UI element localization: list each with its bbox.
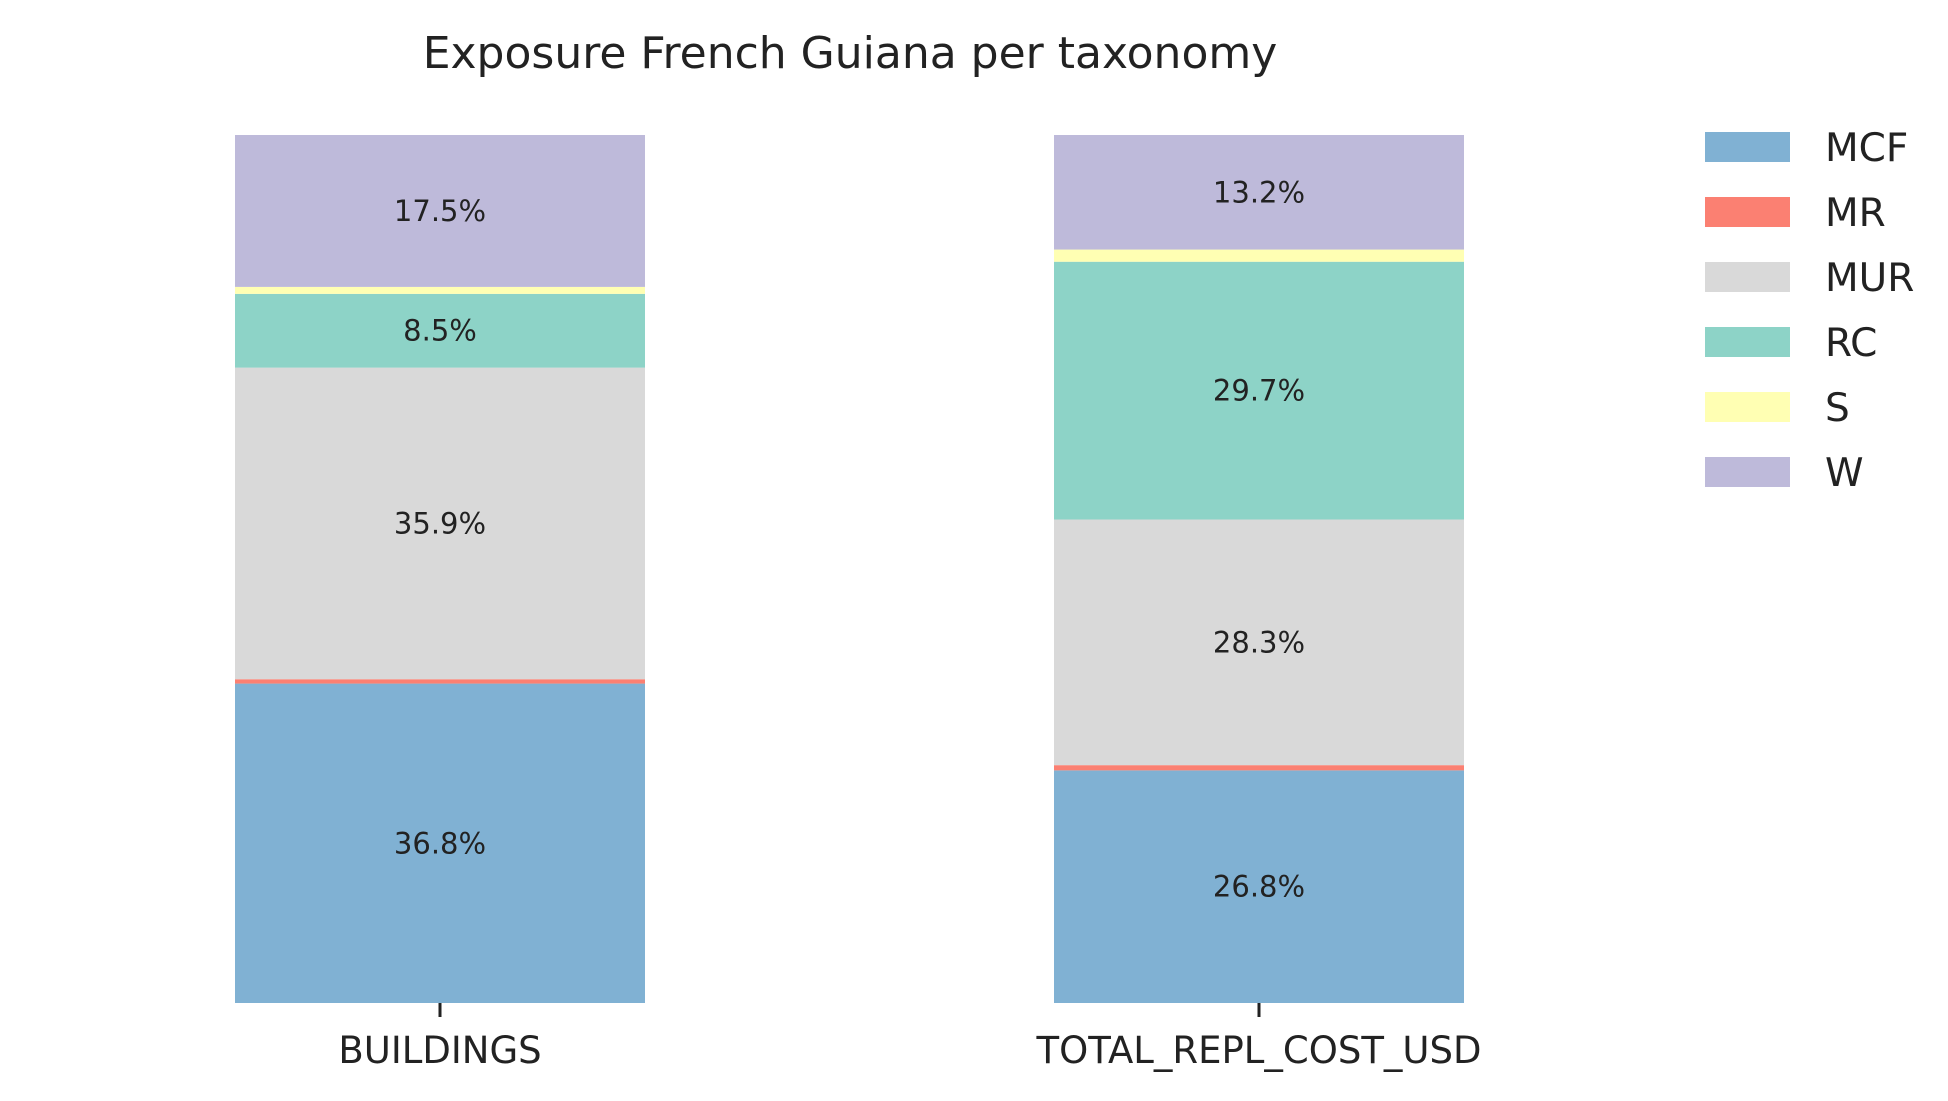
data-label-mcf-total_repl_cost_usd: 26.8%: [1213, 870, 1305, 904]
bar-segment-s-buildings: [235, 286, 645, 294]
bar-segment-mr-buildings: [235, 679, 645, 684]
bars-group: 36.8% 35.9% 8.5% 17.5% 26.8% 28.3% 29.7% 13.2%: [235, 135, 1464, 1003]
bar-segment-mcf-buildings: [235, 683, 645, 1003]
bar-segment-w-total_repl_cost_usd: [1054, 135, 1464, 250]
x-tick-label-buildings: BUILDINGS: [338, 1029, 541, 1072]
legend-label-mr: MR: [1825, 191, 1886, 236]
legend-swatch-s: [1705, 392, 1790, 422]
bar-segment-mur-buildings: [235, 367, 645, 680]
legend-swatch-mcf: [1705, 132, 1790, 162]
bar-segment-s-total_repl_cost_usd: [1054, 249, 1464, 262]
legend-label-w: W: [1825, 451, 1864, 496]
legend-label-rc: RC: [1825, 321, 1877, 366]
data-label-rc-total_repl_cost_usd: 29.7%: [1213, 374, 1305, 408]
bar-segment-mur-total_repl_cost_usd: [1054, 519, 1464, 766]
data-label-mur-total_repl_cost_usd: 28.3%: [1213, 625, 1305, 659]
bar-segment-w-buildings: [235, 135, 645, 287]
bar-segment-rc-buildings: [235, 293, 645, 368]
legend: MCF MR MUR RC SW: [1705, 126, 1914, 496]
data-label-mur-buildings: 35.9%: [394, 506, 486, 540]
bar-segment-mr-total_repl_cost_usd: [1054, 765, 1464, 771]
legend-label-s: S: [1825, 386, 1850, 431]
data-label-w-buildings: 17.5%: [394, 194, 486, 228]
bar-segment-rc-total_repl_cost_usd: [1054, 261, 1464, 520]
x-axis: BUILDINGS TOTAL_REPL_COST_USD: [338, 1003, 1482, 1072]
data-label-rc-buildings: 8.5%: [403, 314, 477, 348]
legend-swatch-mr: [1705, 197, 1790, 227]
legend-swatch-rc: [1705, 327, 1790, 357]
bar-segment-mcf-total_repl_cost_usd: [1054, 770, 1464, 1003]
legend-swatch-w: [1705, 457, 1790, 487]
legend-swatch-mur: [1705, 262, 1790, 292]
x-tick-label-total_repl_cost_usd: TOTAL_REPL_COST_USD: [1036, 1029, 1482, 1072]
data-label-mcf-buildings: 36.8%: [394, 826, 486, 860]
legend-label-mur: MUR: [1825, 256, 1914, 301]
legend-label-mcf: MCF: [1825, 126, 1908, 171]
data-label-w-total_repl_cost_usd: 13.2%: [1213, 175, 1305, 209]
chart-title: Exposure French Guiana per taxonomy: [423, 28, 1278, 79]
